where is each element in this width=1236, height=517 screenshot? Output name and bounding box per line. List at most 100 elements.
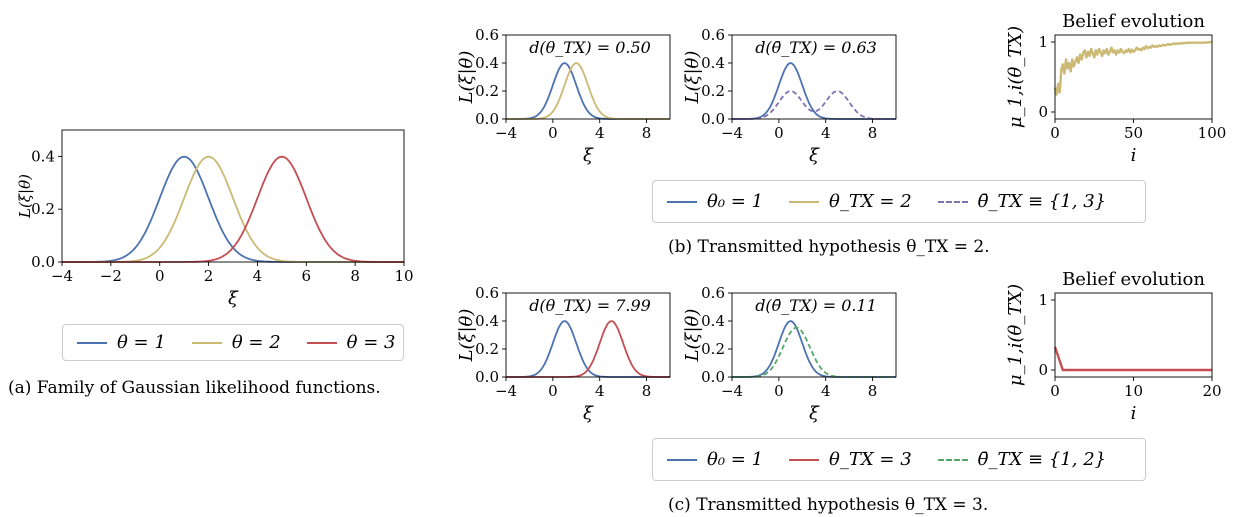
x-tick-label: 10 [1124,382,1143,400]
y-tick-label: 0.6 [475,284,499,302]
y-tick-label: 0 [1038,103,1048,121]
x-tick-label: 0 [774,382,784,400]
y-tick-label: 0.0 [475,110,499,128]
panel-c-belief-evolution: 0 10 20 0 1 i μ_1,i(θ_TX) Belief evolution [1005,269,1222,424]
x-tick-label: 0 [155,267,165,285]
caption-a: (a) Family of Gaussian likelihood functi… [8,378,381,398]
x-tick-label: 4 [595,124,605,142]
x-tick-label: −4 [721,124,743,142]
y-tick-label: 0.6 [475,26,499,44]
x-axis-label: i [1131,403,1137,424]
x-tick-label: 0 [774,124,784,142]
y-axis-label: L(ξ|θ) [16,174,34,219]
caption-b: (b) Transmitted hypothesis θ_TX = 2. [668,237,990,257]
x-tick-label: 50 [1124,124,1143,142]
axes-frame [1054,292,1213,378]
legend-item-3: θ̄_TX ≡ {1, 2} [937,449,1107,470]
y-tick-label: 0.2 [475,340,499,358]
y-tick-label: 0.4 [701,54,725,72]
x-axis-label: ξ [228,288,239,309]
x-tick-label: 0 [1050,124,1060,142]
panel-c-likelihoods: −4 0 4 8 0.0 0.2 0.4 0.6 ξ L(ξ|θ) d(θ_TX) = 7.99 [456,284,671,424]
legend-item-2: θ_TX = 2 [789,191,912,212]
x-tick-label: 8 [642,382,652,400]
x-tick-label: 8 [350,267,360,285]
panel-b-belief-evolution: 0 50 100 0 1 i μ_1,i(θ_TX) Belief evolution [1005,11,1226,166]
legend-swatch [789,458,820,461]
legend-panel-c: θ₀ = 1 θ_TX = 3 θ̄_TX ≡ {1, 2} [652,438,1146,481]
y-tick-label: 0.0 [475,368,499,386]
x-tick-label: 20 [1202,382,1221,400]
legend-item-3: θ = 3 [306,332,395,353]
axes-frame [61,129,405,263]
legend-panel-a: θ = 1 θ = 2 θ = 3 [62,324,404,361]
x-tick-label: 4 [821,382,831,400]
legend-label: θ_TX = 2 [829,191,912,212]
y-tick-label: 0.0 [701,368,725,386]
x-tick-label: 8 [868,124,878,142]
y-tick-label: 0.6 [701,284,725,302]
legend-label: θ₀ = 1 [707,449,764,470]
y-axis-label: L(ξ|θ) [682,51,703,105]
x-tick-label: 10 [394,267,413,285]
series-line-3 [62,155,404,263]
legend-item-3: θ̄_TX ≡ {1, 3} [937,191,1107,212]
series-line-1 [731,62,897,120]
y-tick-label: 0.2 [31,200,55,218]
legend-swatch [667,458,697,461]
x-tick-label: 100 [1198,124,1227,142]
legend-label: θ = 1 [117,332,166,353]
legend-swatch [77,341,107,344]
distance-annotation: d(θ̄_TX) = 0.11 [755,296,877,315]
y-tick-label: 1 [1038,33,1048,51]
y-tick-label: 0.2 [475,82,499,100]
legend-item-1: θ₀ = 1 [667,449,763,470]
legend-label: θ̄_TX ≡ {1, 3} [977,191,1107,212]
legend-item-1: θ₀ = 1 [667,191,763,212]
panel-b-complement-likelihoods: −4 0 4 8 0.0 0.2 0.4 0.6 ξ L(ξ|θ) d(θ̄_TX) = 0.63 [682,26,897,166]
legend-label: θ̄_TX ≡ {1, 2} [977,449,1107,470]
x-tick-label: 4 [595,382,605,400]
y-axis-label: L(ξ|θ) [456,309,477,363]
axes-frame [505,34,671,120]
axes-frame [731,292,897,378]
legend-label: θ_TX = 3 [829,449,912,470]
series-line-2 [505,320,671,378]
y-axis-label: L(ξ|θ) [456,51,477,105]
distance-annotation: d(θ_TX) = 0.50 [529,38,651,57]
legend-swatch [191,341,222,344]
axes-frame [1054,34,1213,120]
y-tick-label: 0.2 [701,340,725,358]
x-tick-label: 0 [548,124,558,142]
series-line-2 [62,155,404,263]
y-axis-label: μ_1,i(θ_TX) [1005,284,1026,386]
y-tick-label: 0.2 [701,82,725,100]
caption-c: (c) Transmitted hypothesis θ_TX = 3. [668,495,989,515]
y-tick-label: 0.4 [701,312,725,330]
x-tick-label: 0 [1050,382,1060,400]
legend-item-1: θ = 1 [77,332,166,353]
y-axis-label: L(ξ|θ) [682,309,703,363]
distance-annotation: d(θ̄_TX) = 0.63 [755,38,877,57]
x-axis-label: ξ [583,145,594,166]
panel-a-gaussian-family: −4 −2 0 2 4 6 8 10 0.0 0.2 0.4 ξ L(ξ|θ) [16,129,414,309]
series-line-1 [505,62,671,120]
x-tick-label: 4 [821,124,831,142]
legend-item-2: θ = 2 [191,332,281,353]
series-line-1 [1053,346,1212,372]
legend-swatch [937,200,968,203]
series-line-2 [731,90,897,120]
y-tick-label: 0 [1038,361,1048,379]
x-tick-label: 4 [253,267,263,285]
legend-swatch [306,341,337,344]
y-tick-label: 0.4 [475,54,499,72]
axes-frame [731,34,897,120]
x-tick-label: 2 [204,267,214,285]
distance-annotation: d(θ_TX) = 7.99 [529,296,651,315]
x-tick-label: 6 [302,267,312,285]
y-tick-label: 0.0 [701,110,725,128]
x-tick-label: −4 [495,124,517,142]
x-tick-label: 8 [642,124,652,142]
legend-label: θ₀ = 1 [707,191,764,212]
x-axis-label: ξ [583,403,594,424]
